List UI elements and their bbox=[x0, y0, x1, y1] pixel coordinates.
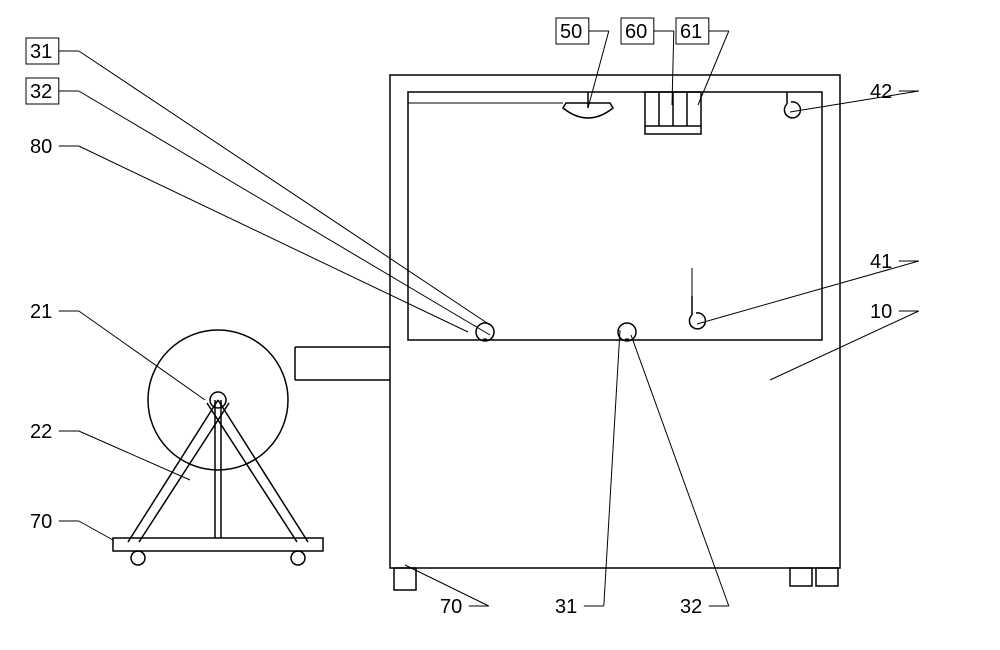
label-32: 32 bbox=[680, 596, 702, 618]
label-61: 61 bbox=[680, 21, 702, 43]
label-70: 70 bbox=[30, 511, 52, 533]
label-22: 22 bbox=[30, 421, 52, 443]
label-41: 41 bbox=[870, 251, 892, 273]
label-32: 32 bbox=[30, 81, 52, 103]
label-42: 42 bbox=[870, 81, 892, 103]
label-31: 31 bbox=[555, 596, 577, 618]
label-80: 80 bbox=[30, 136, 52, 158]
label-50: 50 bbox=[560, 21, 582, 43]
label-10: 10 bbox=[870, 301, 892, 323]
label-70: 70 bbox=[440, 596, 462, 618]
label-60: 60 bbox=[625, 21, 647, 43]
label-21: 21 bbox=[30, 301, 52, 323]
label-31: 31 bbox=[30, 41, 52, 63]
